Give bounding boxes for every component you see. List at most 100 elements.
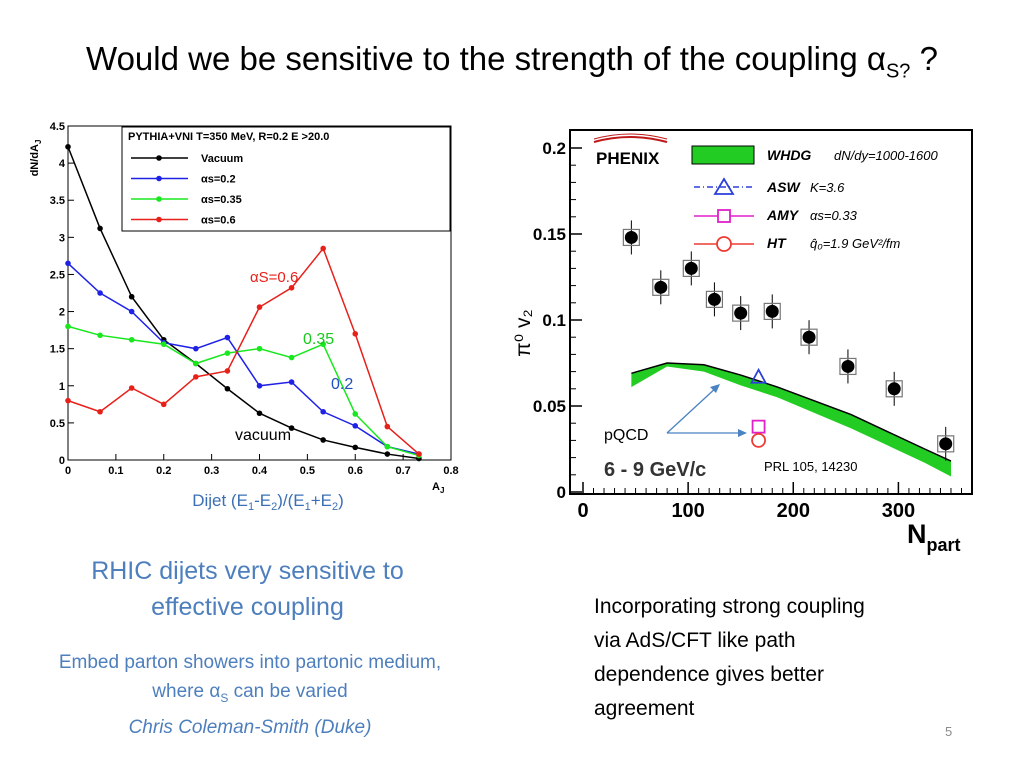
x-axis-caption: Dijet (E1-E2)/(E1+E2) [192, 491, 344, 513]
data-point-Vacuum [288, 425, 295, 431]
data-point-as035 [352, 411, 359, 417]
data-point [841, 359, 855, 373]
y-tick-label: 0.5 [50, 418, 65, 430]
annotation-vacuum: vacuum [235, 427, 291, 444]
left-note: Embed parton showers into partonic mediu… [58, 652, 442, 738]
svg-text:HT: HT [767, 235, 787, 251]
systematic-box [763, 302, 781, 320]
y-tick-label: 4.5 [50, 121, 65, 133]
data-point [654, 280, 668, 294]
y-tick-label: 1 [59, 381, 65, 393]
data-point-as06 [193, 374, 199, 380]
data-point [734, 306, 748, 320]
y-tick-label: 0 [59, 455, 65, 467]
y-tick-label: 3 [59, 232, 65, 244]
data-point-as06 [65, 397, 71, 404]
x-tick-label: 300 [882, 500, 915, 522]
legend-header: PYTHIA+VNI T=350 MeV, R=0.2 E >20.0 [128, 131, 329, 143]
legend-marker [156, 175, 162, 182]
svg-text:WHDG: WHDG [767, 147, 811, 163]
data-point [802, 330, 816, 344]
whdg-band [631, 362, 952, 477]
data-point-Vacuum [352, 444, 359, 451]
data-point-as035 [256, 345, 263, 352]
data-point-as06 [97, 408, 103, 415]
legend-label: Vacuum [201, 153, 243, 165]
x-tick-label: 0 [65, 465, 71, 477]
amy-point [751, 419, 766, 434]
y-ticks-2: 0 0.05 0.1 0.15 0.2 [533, 139, 582, 502]
data-point-as035 [128, 336, 135, 343]
y-ticks: 0 0.5 1 1.5 2 2.5 3 3.5 4 4.5 [50, 121, 74, 467]
data-point-as02 [320, 408, 326, 415]
energy-label: 6 - 9 GeV/c [604, 459, 706, 481]
data-points [622, 220, 955, 461]
x-tick-label: 0.4 [252, 465, 268, 477]
legend-2: WHDG dN/dy=1000-1600 ASW K=3.6 AMY αs=0.… [691, 145, 938, 252]
x-axis-label-2: Npart [907, 519, 961, 555]
data-point-as06 [128, 385, 135, 391]
phenix-logo: PHENIX [593, 133, 668, 168]
whdg-swatch [691, 145, 755, 165]
left-caption: RHIC dijets very sensitive to effective … [91, 557, 404, 621]
svg-text:ASW: ASW [766, 179, 801, 195]
x-tick-label: 200 [777, 500, 810, 522]
x-tick-label: 0.7 [395, 465, 410, 477]
data-point-as035 [193, 360, 199, 367]
legend-entries: Vacuum αs=0.2 αs=0.35 αs=0.6 [131, 153, 243, 227]
data-point-Vacuum [320, 437, 326, 443]
data-point-as06 [384, 423, 391, 430]
systematic-box [885, 380, 903, 398]
legend-marker [156, 196, 162, 202]
data-point-as035 [160, 341, 167, 348]
pqcd-arrows [666, 384, 747, 437]
y-tick-label: 0.05 [533, 397, 566, 416]
plot-frame-2 [569, 129, 973, 495]
x-tick-label: 100 [671, 500, 704, 522]
legend-label: αs=0.6 [201, 215, 236, 227]
plot-frame [67, 125, 452, 461]
systematic-box [622, 228, 640, 247]
data-point-as06 [352, 331, 359, 337]
x-tick-label: 0.3 [204, 465, 219, 477]
data-point-as06 [224, 368, 231, 374]
data-point [887, 382, 901, 396]
y-tick-label: 3.5 [50, 195, 65, 207]
y-tick-label: 0.15 [533, 225, 566, 244]
data-point-as035 [65, 323, 71, 330]
data-point-as02 [288, 379, 295, 385]
data-point-as02 [352, 423, 359, 429]
systematic-box [937, 435, 955, 453]
legend-marker [156, 155, 162, 161]
series-line-Vacuum [67, 146, 420, 460]
svg-text:dN/dy=1000-1600: dN/dy=1000-1600 [834, 148, 938, 163]
data-point-Vacuum [256, 410, 263, 417]
systematic-box [839, 357, 857, 376]
data-point-as02 [256, 382, 263, 389]
svg-text:αs=0.33: αs=0.33 [810, 208, 858, 223]
slide-title: Would we be sensitive to the strength of… [86, 40, 938, 83]
data-point [624, 230, 638, 244]
legend-box: PYTHIA+VNI T=350 MeV, R=0.2 E >20.0 Vacu… [121, 126, 451, 232]
model-points [750, 367, 768, 448]
data-point-as06 [416, 451, 422, 457]
svg-text:K=3.6: K=3.6 [810, 180, 845, 195]
data-point-as02 [97, 290, 103, 296]
data-point [707, 292, 721, 306]
annotation-alpha-02: 0.2 [331, 376, 353, 393]
data-point-Vacuum [384, 451, 391, 457]
whdg-band-upper-edge [631, 362, 952, 462]
systematic-box [800, 328, 818, 346]
y-axis-label-2: π⁰ v₂ [512, 309, 535, 356]
legend-label: αs=0.35 [201, 194, 242, 206]
legend-marker [156, 216, 162, 223]
data-point-as02 [128, 308, 135, 315]
y-tick-label: 0.1 [542, 311, 566, 330]
data-point-as035 [97, 332, 103, 339]
x-tick-label: 0.2 [156, 465, 171, 477]
systematic-box [705, 290, 724, 308]
x-tick-label: 0.1 [108, 465, 123, 477]
data-point-Vacuum [224, 385, 231, 392]
data-point-as06 [256, 304, 263, 310]
legend-label: αs=0.2 [201, 174, 236, 186]
